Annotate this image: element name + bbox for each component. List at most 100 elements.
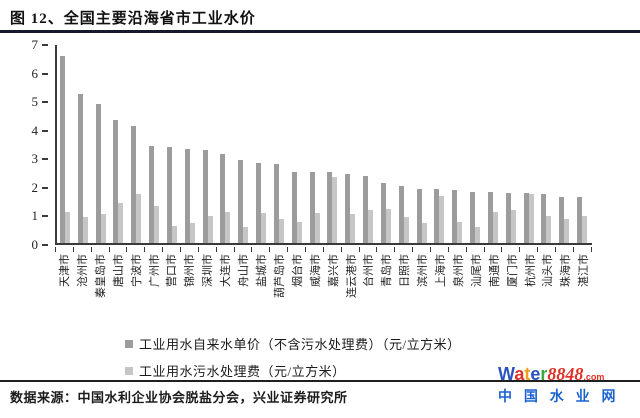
x-axis-category-cell: 唐山市 <box>109 253 127 331</box>
x-axis-category-label: 沧州市 <box>76 254 89 287</box>
legend-item-tap-water-price: 工业用水自来水单价（不含污水处理费）（元/立方米） <box>125 334 461 353</box>
bar-tap-water-price <box>380 183 386 243</box>
bar-group <box>200 45 218 243</box>
x-axis-tick-mark <box>465 247 484 252</box>
bar-sewage-fee <box>189 223 195 243</box>
x-axis-category-label: 日照市 <box>399 254 412 287</box>
x-axis-category-cell: 盐城市 <box>252 253 270 331</box>
bar-tap-water-price <box>60 55 65 243</box>
bar-sewage-fee <box>510 210 516 243</box>
x-axis-category-label: 盐城市 <box>255 254 268 287</box>
bar-group <box>556 45 574 243</box>
bar-tap-water-price <box>470 191 476 243</box>
bar-group <box>289 45 307 243</box>
x-axis-category-labels: 天津市 沧州市 秦皇岛市 唐山市 宁波市 广州市 营口市 锦州市 深圳市 大连市 舟山市 盐城市 葫芦岛… <box>55 253 592 331</box>
data-source-note: 数据来源：中国水利企业协会脱盐分会，兴业证券研究所 <box>10 390 348 405</box>
bar-sewage-fee <box>528 194 534 243</box>
bar-tap-water-price <box>184 148 190 243</box>
x-axis-category-cell: 上海市 <box>431 253 449 331</box>
bar-sewage-fee <box>82 217 88 243</box>
bar-group <box>378 45 396 243</box>
bar-group <box>467 45 485 243</box>
x-axis-category-label: 台州市 <box>363 254 376 287</box>
y-axis-tick-label: 1 <box>31 208 39 224</box>
x-axis-category-label: 秦皇岛市 <box>94 254 107 298</box>
x-axis-category-cell: 杭州市 <box>521 253 539 331</box>
x-axis-tick-mark <box>555 247 573 252</box>
plot-area <box>55 45 592 245</box>
bar-tap-water-price <box>273 164 279 243</box>
legend-swatch-light <box>125 366 133 375</box>
bar-tap-water-price <box>309 171 315 243</box>
bar-tap-water-price <box>166 147 172 243</box>
bar-sewage-fee <box>314 213 320 243</box>
x-axis-category-cell: 滨州市 <box>413 253 431 331</box>
bar-sewage-fee <box>385 208 391 243</box>
x-axis-category-label: 唐山市 <box>112 254 125 287</box>
x-axis-category-label: 舟山市 <box>238 254 251 287</box>
bar-tap-water-price <box>202 150 208 243</box>
x-axis-category-label: 天津市 <box>59 254 71 287</box>
bar-group <box>503 45 521 243</box>
x-axis-category-label: 珠海市 <box>560 254 573 287</box>
y-axis-tick-label: 4 <box>31 122 39 138</box>
x-axis-tick-mark <box>340 247 359 252</box>
bar-sewage-fee <box>439 195 445 243</box>
bar-tap-water-price <box>327 171 333 243</box>
bar-sewage-fee <box>65 211 70 243</box>
bar-sewage-fee <box>154 205 160 243</box>
x-axis-tick-mark <box>233 247 252 252</box>
x-axis-category-cell: 天津市 <box>55 253 73 331</box>
legend-swatch-dark <box>125 339 133 348</box>
bar-tap-water-price <box>220 154 226 243</box>
x-axis-category-cell: 南通市 <box>485 253 503 331</box>
x-axis-category-label: 湛江市 <box>578 254 591 287</box>
bar-group <box>538 45 556 243</box>
x-axis-category-cell: 秦皇岛市 <box>91 253 109 331</box>
x-axis-category-label: 宁波市 <box>130 254 143 287</box>
bar-group <box>574 45 592 243</box>
x-axis-category-cell: 珠海市 <box>556 253 574 331</box>
bar-group <box>182 45 200 243</box>
x-axis-category-cell: 汕头市 <box>538 253 556 331</box>
bar-tap-water-price <box>95 104 101 243</box>
bar-sewage-fee <box>296 221 302 243</box>
x-axis-tick-mark <box>287 247 305 252</box>
x-axis-tick-mark <box>483 247 502 252</box>
y-axis-tick-mark <box>42 129 48 132</box>
watermark-letter: e <box>530 364 541 384</box>
bar-tap-water-price <box>577 197 583 243</box>
bar-tap-water-price <box>238 160 244 243</box>
x-axis-category-label: 广州市 <box>148 254 161 287</box>
x-axis-category-label: 葫芦岛市 <box>273 254 286 298</box>
x-axis-category-label: 上海市 <box>435 254 448 287</box>
x-axis-category-cell: 嘉兴市 <box>324 253 342 331</box>
watermark-letter: r <box>540 364 548 384</box>
y-axis-tick-label: 7 <box>31 37 39 52</box>
x-axis-category-cell: 大连市 <box>216 253 234 331</box>
x-axis-tick-mark <box>537 247 555 252</box>
x-axis-category-label: 深圳市 <box>202 254 215 287</box>
x-axis-tick-mark <box>215 247 234 252</box>
bar-series-container <box>57 45 592 243</box>
bar-group <box>307 45 325 243</box>
x-axis-category-label: 杭州市 <box>524 254 537 287</box>
x-axis-tick-mark <box>72 247 91 252</box>
x-axis-tick-mark <box>376 247 394 252</box>
bar-group <box>324 45 342 243</box>
figure-title: 图 12、全国主要沿海省市工业水价 <box>10 11 256 27</box>
x-axis-category-cell: 连云港市 <box>342 253 360 331</box>
bar-group <box>93 45 111 243</box>
bar-group <box>217 45 235 243</box>
x-axis-tick-mark <box>447 247 466 252</box>
x-axis-category-label: 嘉兴市 <box>327 254 340 287</box>
watermark-site-name: 中 国 水 业 网 <box>498 388 620 404</box>
x-axis-category-cell: 湛江市 <box>574 253 592 331</box>
x-axis-tick-mark <box>251 247 269 252</box>
bar-tap-water-price <box>452 190 458 243</box>
x-axis-category-label: 青岛市 <box>381 254 394 287</box>
x-axis-tick-mark <box>55 247 73 252</box>
bar-group <box>449 45 467 243</box>
x-axis-category-cell: 青岛市 <box>377 253 395 331</box>
x-axis-category-label: 威海市 <box>309 254 322 287</box>
